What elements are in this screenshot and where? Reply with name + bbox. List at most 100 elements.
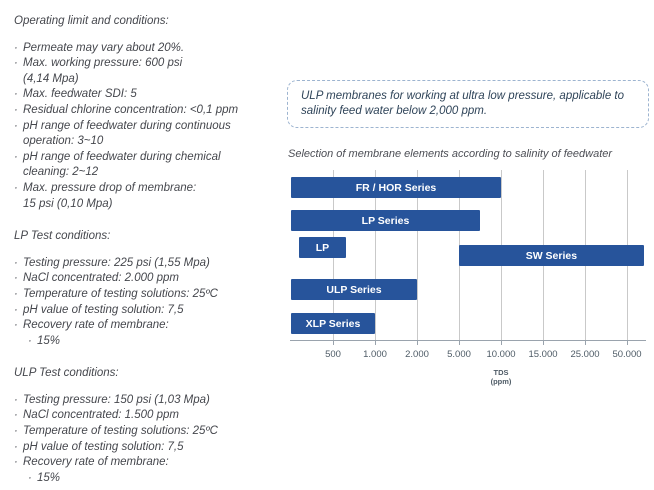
chart-bar: FR / HOR Series [291,177,501,198]
x-axis-tick-label: 500 [325,349,341,360]
section-title: Operating limit and conditions: [14,15,169,27]
gridline [417,170,418,340]
ulp-note-text: ULP membranes for working at ultra low p… [301,90,624,117]
condition-text: Testing pressure: 225 psi (1,55 Mpa) [23,256,210,269]
condition-item: Recovery rate of membrane: [14,318,282,334]
x-axis-tick-label: 15.000 [528,349,558,360]
bullet-icon [14,119,23,150]
condition-item: NaCl concentrated: 1.500 ppm [14,408,282,424]
bullet-icon [14,56,23,87]
chart-bar-label: FR / HOR Series [355,181,437,194]
condition-text: pH value of testing solution: 7,5 [23,303,184,316]
bullet-icon [14,455,23,471]
axis-tick [333,341,334,345]
section-title: LP Test conditions: [14,230,111,243]
condition-text: pH range of feedwater during chemical cl… [23,150,221,179]
bullet-icon [14,103,23,119]
x-axis-tick-label: 10.000 [486,349,516,360]
conditions-section: Operating limit and conditions: Permeate … [14,14,282,212]
condition-text: Max. working pressure: 600 psi (4,14 Mpa… [23,57,183,85]
condition-item: 15% [28,471,282,487]
x-axis: TDS (ppm) 500 1.000 2.000 5.000 10.000 15.000… [290,341,646,395]
plot-area: FR / HOR Series LP Series LP SW Series ULP S… [290,170,646,341]
conditions-panel: Operating limit and conditions: Permeate … [14,14,282,490]
axis-tick [627,341,628,345]
chart-bar: XLP Series [291,313,375,334]
condition-item: Residual chlorine concentration: <0,1 pp… [14,103,282,119]
chart-bar-label: LP [315,241,330,254]
condition-item: Max. pressure drop of membrane: 15 psi (… [14,181,282,212]
condition-text: Permeate may vary about 20%. [23,41,185,54]
bullet-icon [14,181,23,212]
x-axis-tick-label: 2.000 [405,349,429,360]
condition-text: pH range of feedwater during continuous … [23,119,231,148]
bullet-icon [14,408,23,424]
bullet-icon [14,271,23,287]
chart-caption: Selection of membrane elements according… [288,148,613,160]
condition-item: pH value of testing solution: 7,5 [14,440,282,456]
condition-item: Temperature of testing solutions: 25ºC [14,424,282,440]
axis-tick [543,341,544,345]
chart-bar-label: SW Series [525,249,578,262]
condition-item: Recovery rate of membrane: [14,455,282,471]
condition-item: Max. feedwater SDI: 5 [14,87,282,103]
condition-text: 15% [37,334,61,347]
condition-text: NaCl concentrated: 1.500 ppm [23,409,179,422]
bullet-icon [14,318,23,334]
chart-bar-label: LP Series [361,214,410,227]
condition-text: NaCl concentrated: 2.000 ppm [23,272,179,285]
axis-tick [375,341,376,345]
chart-bar: LP [299,237,346,258]
ulp-note-box: ULP membranes for working at ultra low p… [287,80,649,128]
condition-item: Testing pressure: 150 psi (1,03 Mpa) [14,393,282,409]
bullet-icon [14,150,23,181]
chart-bar: LP Series [291,210,480,231]
x-axis-title: TDS (ppm) [491,368,512,386]
bullet-icon [14,287,23,303]
condition-text: Recovery rate of membrane: [23,319,169,332]
section-title: ULP Test conditions: [14,367,119,380]
condition-item: Max. working pressure: 600 psi (4,14 Mpa… [14,56,282,87]
gridline [375,170,376,340]
condition-item: Permeate may vary about 20%. [14,41,282,57]
condition-text: Temperature of testing solutions: 25ºC [23,287,218,300]
salinity-selection-chart: FR / HOR Series LP Series LP SW Series ULP S… [290,170,646,395]
axis-tick [417,341,418,345]
chart-bar: SW Series [459,245,644,266]
condition-item: pH value of testing solution: 7,5 [14,303,282,319]
x-axis-tick-label: 50.000 [612,349,642,360]
condition-text: Residual chlorine concentration: <0,1 pp… [23,103,239,116]
bullet-icon [14,87,23,103]
chart-bar-label: XLP Series [305,317,361,330]
x-axis-tick-label: 25.000 [570,349,600,360]
chart-bar: ULP Series [291,279,417,300]
x-axis-title-line2: (ppm) [490,377,512,386]
axis-tick [585,341,586,345]
bullet-icon [14,256,23,272]
condition-text: pH value of testing solution: 7,5 [23,440,184,453]
condition-text: Max. pressure drop of membrane: 15 psi (… [23,181,197,210]
condition-item: pH range of feedwater during continuous … [14,119,282,150]
condition-item: NaCl concentrated: 2.000 ppm [14,271,282,287]
x-axis-tick-label: 5.000 [447,349,471,360]
condition-text: Max. feedwater SDI: 5 [23,88,137,101]
condition-item: Temperature of testing solutions: 25ºC [14,287,282,303]
bullet-icon [14,424,23,440]
chart-bar-label: ULP Series [326,283,382,296]
x-axis-tick-label: 1.000 [363,349,387,360]
condition-text: Testing pressure: 150 psi (1,03 Mpa) [23,393,210,406]
bullet-icon [28,471,37,487]
condition-item: Testing pressure: 225 psi (1,55 Mpa) [14,256,282,272]
bullet-icon [14,41,23,57]
condition-item: pH range of feedwater during chemical cl… [14,150,282,181]
condition-item: 15% [28,334,282,350]
bullet-icon [14,440,23,456]
condition-text: Temperature of testing solutions: 25ºC [23,425,218,438]
axis-tick [501,341,502,345]
conditions-section: LP Test conditions: Testing pressure: 225… [14,229,282,349]
axis-tick [459,341,460,345]
x-axis-title-line1: TDS [493,368,509,377]
bullet-icon [14,303,23,319]
bullet-icon [14,393,23,409]
